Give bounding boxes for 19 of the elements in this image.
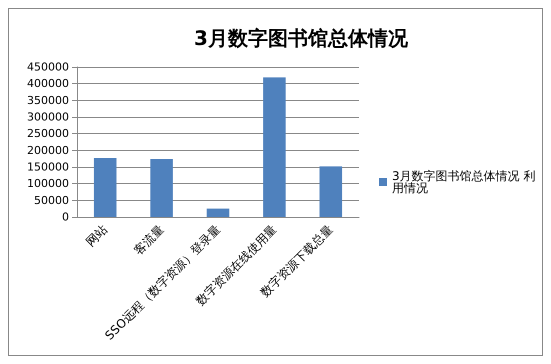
- y-tick-label: 0: [62, 210, 69, 224]
- y-tick-label: 200000: [27, 144, 69, 157]
- legend-label: 3月数字图书馆总体情况 利用情况: [392, 169, 536, 195]
- bar: [320, 166, 342, 217]
- bar: [94, 158, 116, 217]
- y-tick-label: 400000: [27, 77, 69, 90]
- bar: [150, 159, 173, 217]
- y-tick-label: 350000: [27, 94, 69, 107]
- x-tick-label: 网站: [83, 222, 110, 249]
- y-tick-label: 150000: [27, 160, 69, 174]
- y-tick-label: 450000: [27, 60, 69, 74]
- x-tick-label: 客流量: [131, 222, 167, 258]
- y-tick-label: 50000: [34, 194, 69, 207]
- y-tick-label: 250000: [27, 127, 69, 140]
- bar: [206, 208, 230, 217]
- chart-title: 3月数字图书馆总体情况: [194, 26, 409, 50]
- y-tick-label: 100000: [27, 177, 69, 190]
- y-tick-label: 300000: [27, 110, 69, 124]
- bar: [263, 77, 286, 217]
